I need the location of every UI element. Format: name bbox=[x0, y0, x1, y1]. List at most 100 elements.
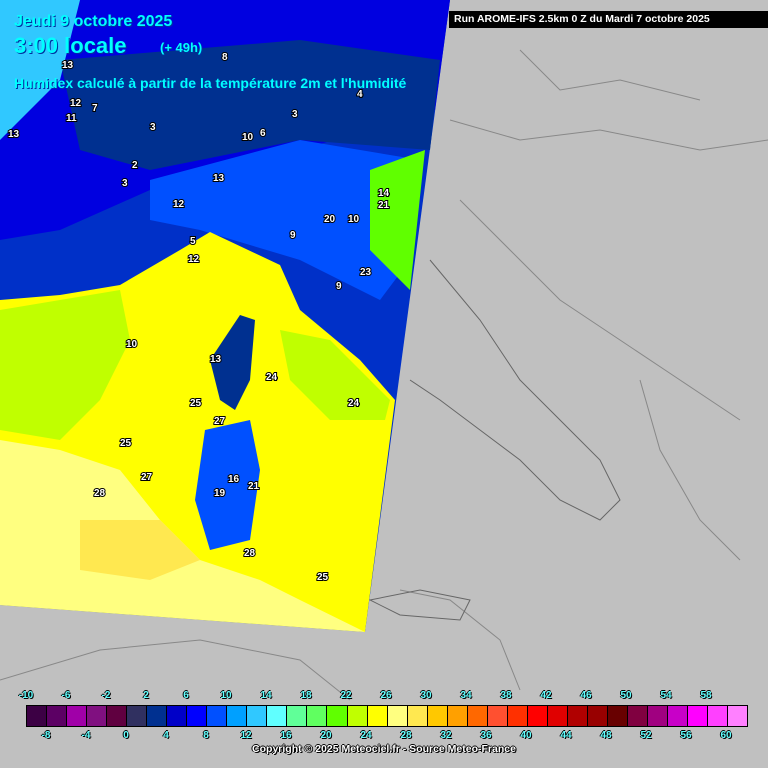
value-label: 3 bbox=[150, 122, 156, 133]
value-label: 5 bbox=[190, 236, 196, 247]
legend-swatch bbox=[87, 706, 108, 726]
value-label: 12 bbox=[188, 254, 200, 265]
value-label: 13 bbox=[62, 60, 74, 71]
value-label: 7 bbox=[92, 103, 98, 114]
legend-tick-bottom: 32 bbox=[440, 730, 452, 741]
legend-tick-top: 30 bbox=[420, 690, 432, 701]
value-label: 27 bbox=[214, 416, 226, 427]
sardinia bbox=[195, 420, 260, 550]
legend-tick-top: 10 bbox=[220, 690, 232, 701]
value-label: 21 bbox=[248, 481, 260, 492]
legend-tick-bottom: 48 bbox=[600, 730, 612, 741]
legend-tick-top: 54 bbox=[660, 690, 672, 701]
value-label: 24 bbox=[348, 398, 360, 409]
legend-swatch bbox=[728, 706, 748, 726]
legend-tick-bottom: 8 bbox=[203, 730, 209, 741]
legend-swatch bbox=[547, 706, 568, 726]
legend-tick-top: 42 bbox=[540, 690, 552, 701]
legend-tick-top: 6 bbox=[183, 690, 189, 701]
copyright: Copyright © 2025 Meteociel.fr - Source M… bbox=[252, 743, 516, 755]
value-label: 14 bbox=[378, 188, 390, 199]
color-legend bbox=[26, 705, 748, 727]
legend-swatch bbox=[607, 706, 628, 726]
legend-tick-bottom: 24 bbox=[360, 730, 372, 741]
legend-swatch bbox=[187, 706, 208, 726]
forecast-time: 3:00 locale bbox=[14, 33, 127, 58]
legend-swatch bbox=[427, 706, 448, 726]
run-info: Run AROME-IFS 2.5km 0 Z du Mardi 7 octob… bbox=[449, 11, 768, 28]
legend-swatch bbox=[647, 706, 668, 726]
legend-tick-bottom: 28 bbox=[400, 730, 412, 741]
value-label: 21 bbox=[378, 200, 390, 211]
legend-swatch bbox=[467, 706, 488, 726]
legend-tick-bottom: 36 bbox=[480, 730, 492, 741]
value-label: 2 bbox=[132, 160, 138, 171]
legend-tick-top: 50 bbox=[620, 690, 632, 701]
zone-lightblue bbox=[0, 0, 80, 140]
legend-swatch bbox=[407, 706, 428, 726]
legend-swatch bbox=[708, 706, 729, 726]
borders bbox=[0, 49, 768, 701]
zone-green-west bbox=[0, 290, 130, 440]
zone-green-east2 bbox=[280, 330, 390, 420]
value-label: 10 bbox=[242, 132, 254, 143]
value-label: 28 bbox=[244, 548, 256, 559]
value-label: 23 bbox=[360, 267, 372, 278]
legend-swatch bbox=[67, 706, 88, 726]
legend-swatch bbox=[227, 706, 248, 726]
legend-swatch bbox=[107, 706, 128, 726]
legend-swatch bbox=[688, 706, 709, 726]
corsica bbox=[210, 315, 255, 410]
legend-tick-bottom: 56 bbox=[680, 730, 692, 741]
legend-swatch bbox=[507, 706, 528, 726]
value-label: 3 bbox=[122, 178, 128, 189]
legend-tick-top: -10 bbox=[18, 690, 34, 701]
value-label: 28 bbox=[94, 488, 106, 499]
zone-hot bbox=[0, 440, 365, 632]
legend-swatch bbox=[447, 706, 468, 726]
legend-swatch bbox=[127, 706, 148, 726]
legend-tick-bottom: 0 bbox=[123, 730, 129, 741]
legend-swatch bbox=[347, 706, 368, 726]
value-label: 3 bbox=[292, 109, 298, 120]
value-label: 12 bbox=[173, 199, 185, 210]
map-description: Humidex calculé à partir de la températu… bbox=[14, 75, 407, 91]
legend-tick-top: 14 bbox=[260, 690, 272, 701]
legend-swatch bbox=[387, 706, 408, 726]
forecast-date: Jeudi 9 octobre 2025 bbox=[14, 13, 173, 30]
legend-tick-top: 22 bbox=[340, 690, 352, 701]
value-label: 13 bbox=[8, 129, 20, 140]
legend-tick-top: -6 bbox=[61, 690, 71, 701]
legend-tick-top: 2 bbox=[143, 690, 149, 701]
value-label: 25 bbox=[190, 398, 202, 409]
legend-swatch bbox=[487, 706, 508, 726]
legend-tick-bottom: 20 bbox=[320, 730, 332, 741]
zone-green-east bbox=[370, 150, 425, 290]
legend-tick-bottom: 60 bbox=[720, 730, 732, 741]
forecast-lead: (+ 49h) bbox=[160, 40, 203, 55]
legend-swatch bbox=[627, 706, 648, 726]
legend-swatch bbox=[207, 706, 228, 726]
value-label: 11 bbox=[66, 113, 77, 124]
zone-midblue bbox=[150, 140, 420, 300]
zone-hotter bbox=[80, 520, 200, 580]
legend-swatch bbox=[327, 706, 348, 726]
legend-tick-bottom: 44 bbox=[560, 730, 572, 741]
legend-swatch bbox=[247, 706, 268, 726]
zone-dark bbox=[60, 40, 440, 170]
value-label: 27 bbox=[141, 472, 153, 483]
legend-swatch bbox=[167, 706, 188, 726]
value-label: 16 bbox=[228, 474, 240, 485]
legend-tick-top: 26 bbox=[380, 690, 392, 701]
value-label: 9 bbox=[336, 281, 342, 292]
legend-swatch bbox=[587, 706, 608, 726]
value-label: 4 bbox=[357, 89, 363, 100]
value-label: 13 bbox=[210, 354, 222, 365]
legend-tick-bottom: 40 bbox=[520, 730, 532, 741]
legend-tick-top: 58 bbox=[700, 690, 712, 701]
legend-tick-top: 46 bbox=[580, 690, 592, 701]
legend-swatch bbox=[527, 706, 548, 726]
legend-tick-top: 38 bbox=[500, 690, 512, 701]
